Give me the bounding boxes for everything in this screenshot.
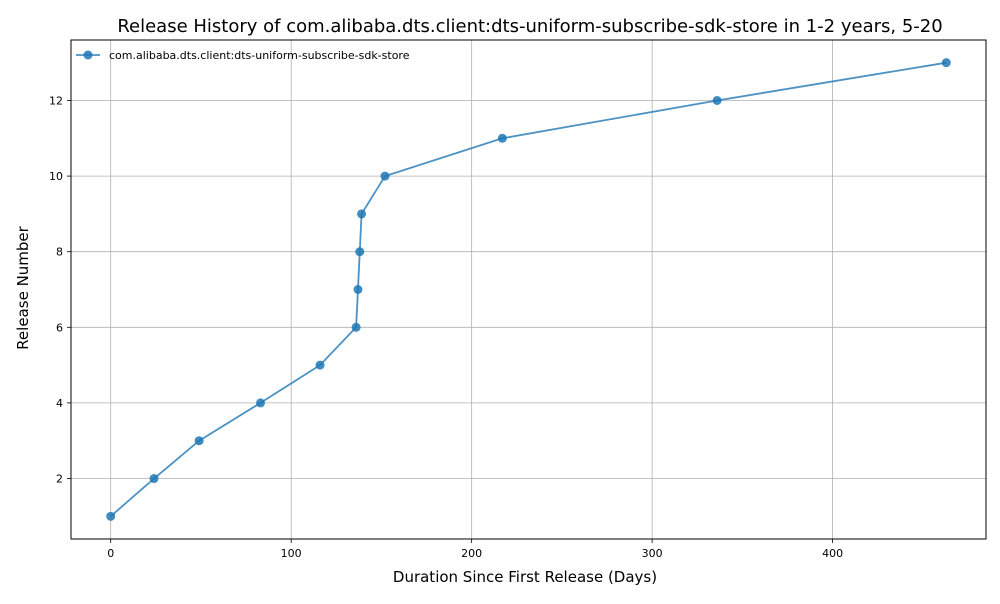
x-tick-label: 100 [281,547,302,560]
x-tick-label: 0 [107,547,114,560]
grid [71,40,986,539]
x-axis-label: Duration Since First Release (Days) [393,568,657,586]
data-point [712,95,722,105]
data-point [106,511,116,521]
y-tick-label: 8 [56,246,63,259]
data-point [149,474,159,484]
data-point [941,58,951,68]
data-point [380,171,390,181]
data-point [255,398,265,408]
data-point [351,322,361,332]
data-point [194,436,204,446]
y-tick-label: 6 [56,321,63,334]
plot-area-frame [70,39,987,540]
axis-ticks: 0 100 200 300 400 2 4 6 8 10 12 [49,94,843,560]
series-layer [106,58,951,521]
data-point [357,209,367,219]
y-tick-label: 10 [49,170,63,183]
chart-title: Release History of com.alibaba.dts.clien… [117,16,942,37]
legend-marker-swatch [83,50,93,60]
x-tick-label: 400 [822,547,843,560]
y-tick-label: 12 [49,94,63,107]
data-point [353,285,363,294]
y-tick-label: 4 [56,397,63,410]
legend-entry-label: com.alibaba.dts.client:dts-uniform-subsc… [109,49,410,62]
y-tick-label: 2 [56,473,63,486]
series-line [110,61,947,517]
y-axis-label: Release Number [14,225,32,349]
legend: com.alibaba.dts.client:dts-uniform-subsc… [76,49,410,62]
x-tick-label: 200 [461,547,482,560]
data-point [315,360,325,370]
data-point [497,133,507,143]
data-point [355,247,365,257]
x-tick-label: 300 [642,547,663,560]
